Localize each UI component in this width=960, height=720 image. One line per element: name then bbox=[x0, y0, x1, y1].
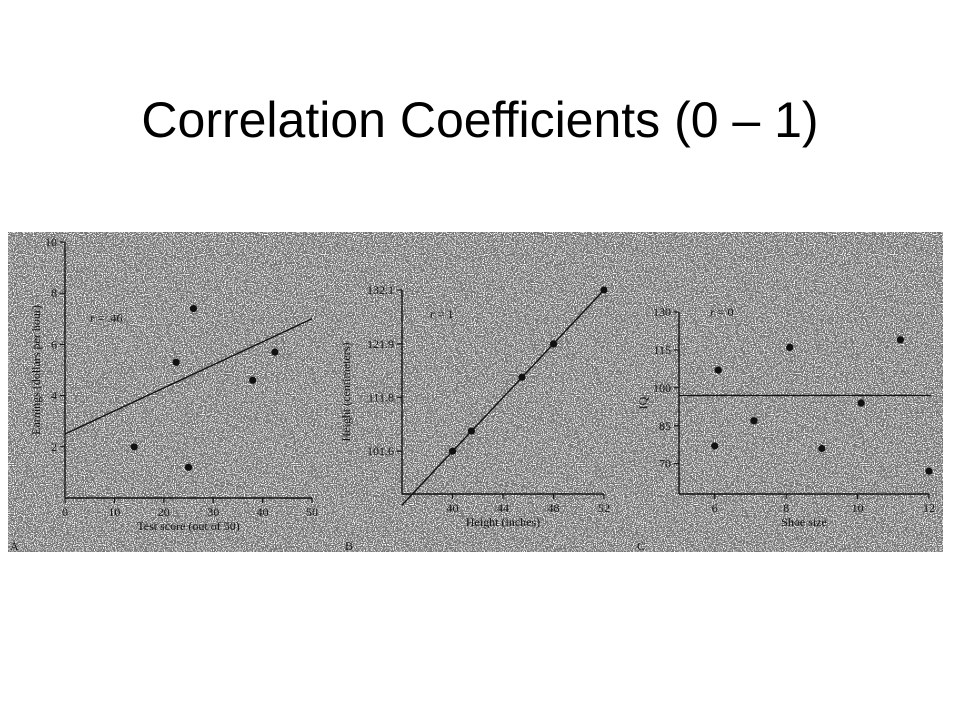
r-value: = .46 bbox=[95, 311, 123, 325]
chart-panel-a: 0 10 20 30 40 50 2 4 6 8 10 r = .46 Test score (out … bbox=[10, 235, 318, 553]
data-point bbox=[896, 336, 905, 344]
data-point bbox=[249, 376, 257, 384]
x-tick-label: 40 bbox=[447, 501, 459, 515]
data-point bbox=[714, 366, 722, 374]
correlation-annotation: r = 1 bbox=[430, 307, 453, 321]
r-symbol: r bbox=[430, 307, 435, 321]
data-point bbox=[925, 467, 933, 475]
figure-texture bbox=[8, 232, 943, 552]
y-axis-label: Earnings (dollars per hour) bbox=[29, 305, 43, 435]
panel-label: A bbox=[10, 539, 19, 553]
y-tick-label: 85 bbox=[659, 419, 671, 433]
data-point bbox=[130, 443, 138, 451]
r-value: = 1 bbox=[435, 307, 454, 321]
y-tick-label: 8 bbox=[51, 286, 57, 300]
y-axis-label: Height (centimeters) bbox=[339, 343, 353, 442]
x-tick-label: 8 bbox=[783, 501, 789, 515]
y-tick-label: 111.8 bbox=[368, 390, 394, 404]
panel-label: B bbox=[345, 539, 353, 553]
y-tick-label: 101.6 bbox=[367, 444, 394, 458]
data-point bbox=[600, 286, 608, 294]
x-axis-label: Height (inches) bbox=[466, 515, 540, 529]
y-tick-label: 115 bbox=[653, 343, 671, 357]
x-axis-label: Shoe size bbox=[781, 515, 827, 529]
x-tick-label: 10 bbox=[108, 505, 120, 519]
x-tick-label: 50 bbox=[306, 505, 318, 519]
correlation-annotation: r = .46 bbox=[90, 311, 122, 325]
data-point bbox=[189, 304, 198, 313]
r-symbol: r bbox=[710, 305, 715, 319]
y-tick-label: 121.9 bbox=[367, 337, 394, 351]
y-tick-label: 130 bbox=[653, 305, 671, 319]
data-point bbox=[184, 463, 193, 471]
r-symbol: r bbox=[90, 311, 95, 325]
x-tick-label: 0 bbox=[62, 505, 68, 519]
y-tick-label: 100 bbox=[653, 381, 671, 395]
x-tick-label: 30 bbox=[207, 505, 219, 519]
data-point bbox=[448, 447, 457, 455]
y-tick-label: 2 bbox=[51, 440, 57, 454]
data-point bbox=[549, 340, 558, 348]
x-tick-label: 44 bbox=[497, 501, 509, 515]
x-tick-label: 52 bbox=[598, 501, 610, 515]
x-tick-label: 20 bbox=[158, 505, 170, 519]
x-tick-label: 12 bbox=[923, 501, 935, 515]
chart-panel-b: 40 44 48 52 101.6 111.8 121.9 132.1 r = 1 Height … bbox=[339, 283, 610, 553]
data-point bbox=[467, 427, 476, 435]
x-tick-label: 10 bbox=[852, 501, 864, 515]
data-point bbox=[818, 444, 826, 453]
x-axis-label: Test score (out of 50) bbox=[137, 519, 239, 533]
data-point bbox=[172, 358, 180, 366]
data-point bbox=[518, 373, 526, 381]
data-point bbox=[750, 417, 758, 425]
y-tick-label: 70 bbox=[659, 457, 671, 471]
x-tick-label: 48 bbox=[548, 501, 560, 515]
x-tick-label: 40 bbox=[257, 505, 269, 519]
slide-title: Correlation Coefficients (0 – 1) bbox=[141, 92, 819, 148]
correlation-annotation: r = 0 bbox=[710, 305, 733, 319]
x-tick-label: 6 bbox=[712, 501, 718, 515]
panel-label: C bbox=[637, 539, 645, 553]
chart-panel-c: 6 8 10 12 70 85 100 115 130 r = 0 Shoe size IQ C bbox=[636, 305, 935, 553]
y-axis-label: IQ bbox=[636, 396, 650, 409]
y-tick-label: 4 bbox=[51, 389, 57, 403]
data-point bbox=[786, 343, 794, 351]
y-tick-label: 132.1 bbox=[367, 283, 394, 297]
data-point bbox=[711, 442, 719, 450]
data-point bbox=[271, 348, 279, 356]
data-point bbox=[857, 399, 865, 407]
fit-line bbox=[64, 318, 313, 435]
y-tick-label: 6 bbox=[51, 337, 57, 351]
y-tick-label: 10 bbox=[45, 235, 57, 249]
r-value: = 0 bbox=[715, 305, 734, 319]
correlation-figure: 0 10 20 30 40 50 2 4 6 8 10 r = .46 Test score (out … bbox=[0, 230, 945, 560]
fit-line bbox=[401, 289, 605, 506]
